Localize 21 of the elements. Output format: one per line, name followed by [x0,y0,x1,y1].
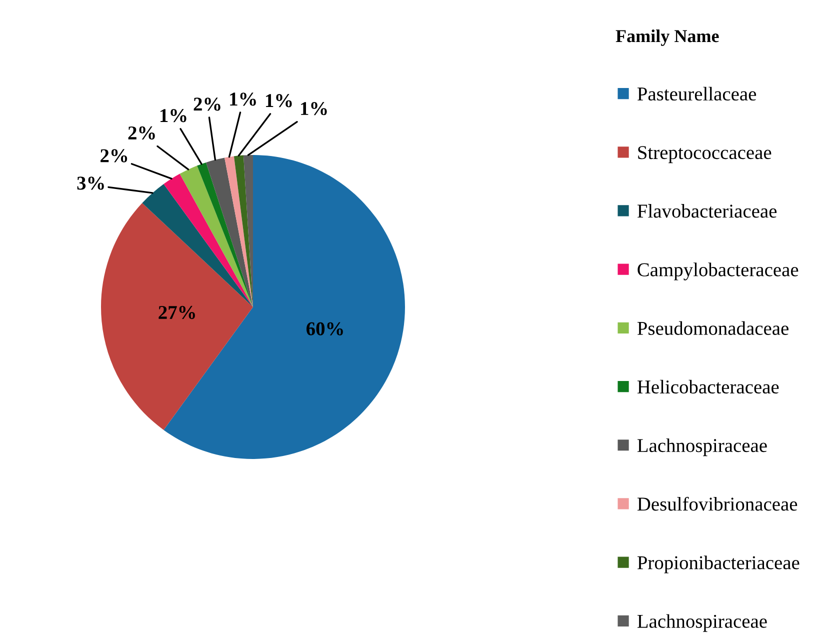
data-label: 2% [128,126,155,140]
legend-label: Lachnospiraceae [637,438,767,456]
legend-label: Pasteurellaceae [637,86,756,101]
legend-title: Family Name [616,30,719,46]
legend-label: Streptococcaceae [638,146,772,164]
data-label: 1% [301,102,327,116]
legend-label: Propionibacteriaceae [637,556,800,574]
data-label: 1% [160,109,186,122]
data-label: 2% [194,98,220,111]
data-label: 1% [266,94,292,108]
legend-label: Campylobacteraceae [638,262,798,280]
data-label: 60% [306,322,343,336]
data-label: 3% [77,176,104,190]
legend-label: Desulfovibrionaceae [637,496,798,511]
legend-label: Pseudomonadaceae [637,321,788,335]
data-label: 27% [158,306,195,320]
legend-label: Flavobacteriaceae [637,204,777,218]
data-label: 2% [100,149,128,162]
legend-label: Helicobacteraceae [637,380,779,394]
data-label: 1% [230,92,256,106]
legend-label: Lachnospiraceae [637,614,767,632]
